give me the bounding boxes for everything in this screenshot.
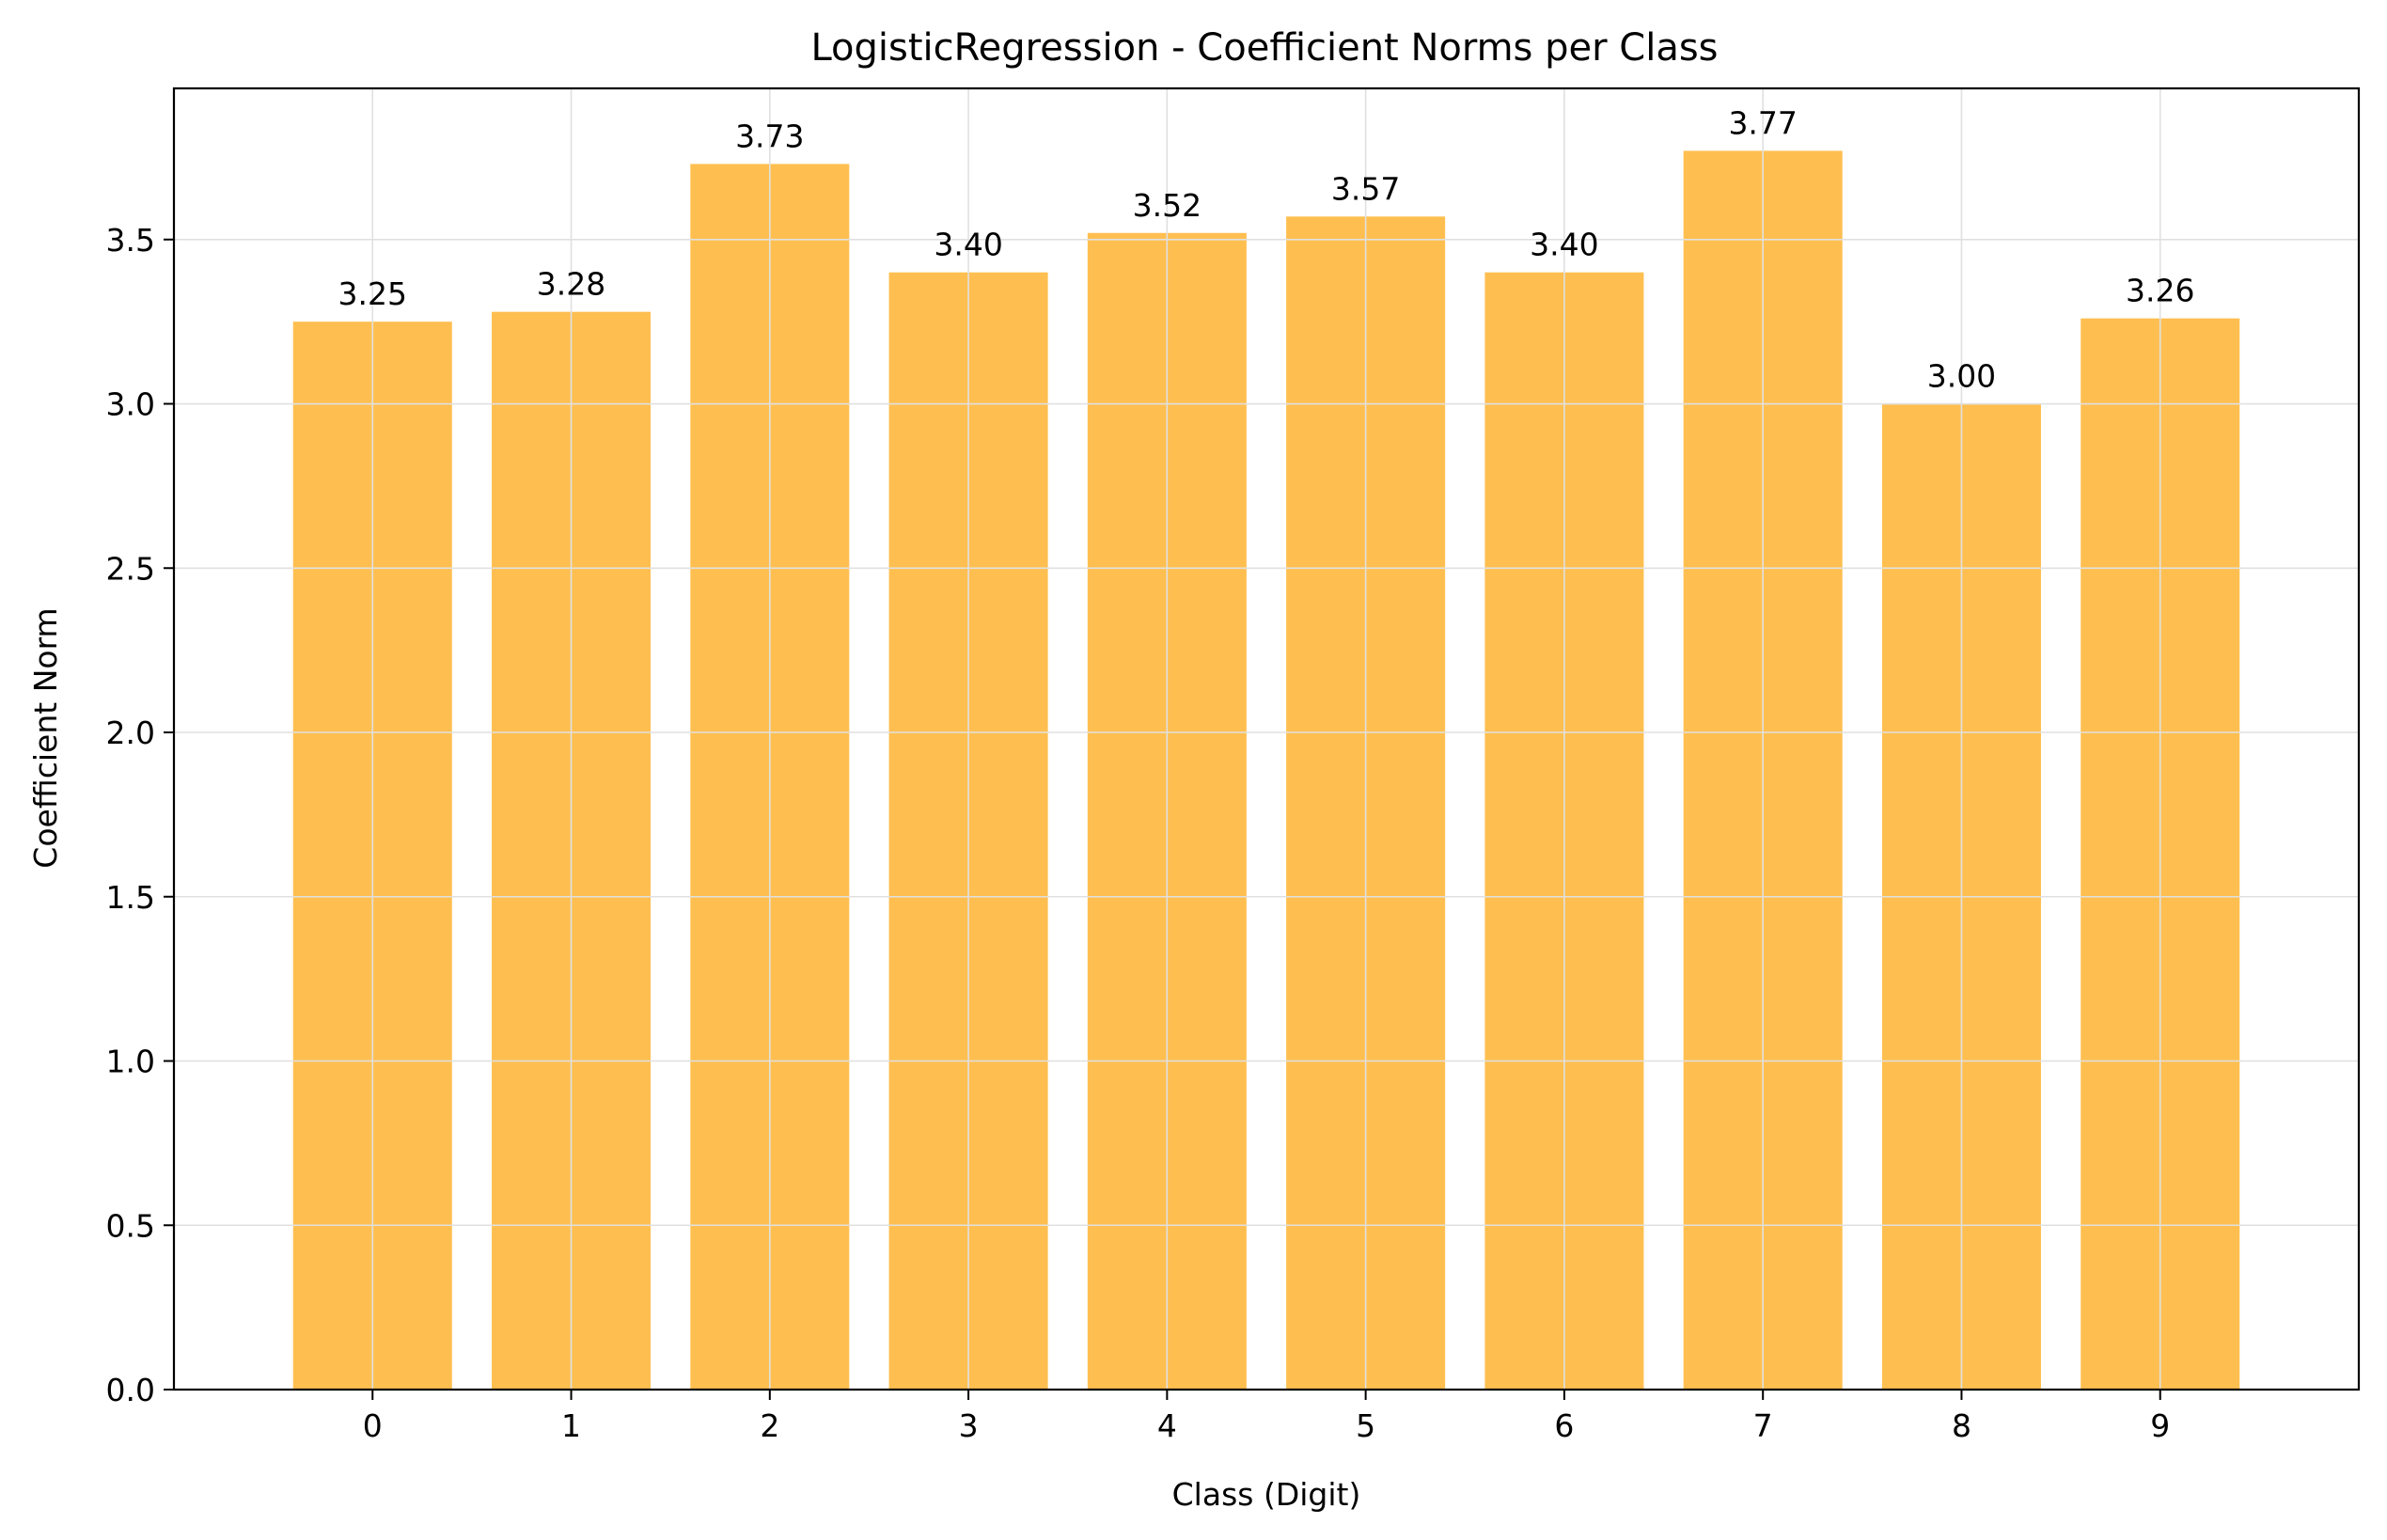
x-axis: 0 1 2 3 4 5 6 7 8 9 [363, 1390, 2170, 1444]
bar-value-label: 3.26 [2126, 273, 2194, 309]
y-tick-label: 2.5 [106, 550, 155, 587]
bar-value-label: 3.57 [1331, 170, 1400, 207]
chart-title: LogisticRegression - Coefficient Norms p… [810, 26, 1718, 70]
bars-layer [292, 150, 2240, 1391]
x-tick-label: 1 [561, 1407, 581, 1444]
bar-value-label: 3.73 [735, 118, 804, 154]
y-tick-label: 3.5 [106, 222, 155, 259]
x-tick-label: 4 [1157, 1407, 1177, 1444]
x-tick-label: 5 [1356, 1407, 1375, 1444]
plot-frame [172, 86, 2361, 1391]
y-axis-label: Coefficient Norm [27, 607, 64, 868]
x-tick-label: 3 [959, 1407, 979, 1444]
y-tick-label: 3.0 [106, 386, 155, 423]
y-tick-label: 0.5 [106, 1207, 155, 1244]
bar-value-label: 3.00 [1927, 358, 1996, 395]
bar-value-label: 3.28 [537, 266, 605, 303]
x-tick-label: 8 [1952, 1407, 1971, 1444]
bar-value-label: 3.77 [1728, 104, 1797, 141]
data-labels-layer: 3.25 3.28 3.73 3.40 3.52 3.57 3.40 3.77 3.00 3.26 [338, 104, 2195, 394]
y-axis: 0.0 0.5 1.0 1.5 2.0 2.5 3.0 3.5 [106, 222, 174, 1408]
x-tick-label: 0 [363, 1407, 383, 1444]
x-tick-label: 2 [760, 1407, 779, 1444]
bar-value-label: 3.25 [338, 275, 407, 312]
y-tick-label: 1.0 [106, 1044, 155, 1080]
y-tick-label: 0.0 [106, 1372, 155, 1408]
x-tick-label: 9 [2150, 1407, 2170, 1444]
y-tick-label: 1.5 [106, 879, 155, 916]
bar-value-label: 3.52 [1133, 187, 1201, 224]
y-tick-label: 2.0 [106, 715, 155, 751]
x-axis-label: Class (Digit) [1172, 1476, 1361, 1513]
x-tick-label: 6 [1554, 1407, 1574, 1444]
x-tick-label: 7 [1753, 1407, 1773, 1444]
bar-value-label: 3.40 [934, 227, 1002, 263]
bar-value-label: 3.40 [1530, 227, 1598, 263]
